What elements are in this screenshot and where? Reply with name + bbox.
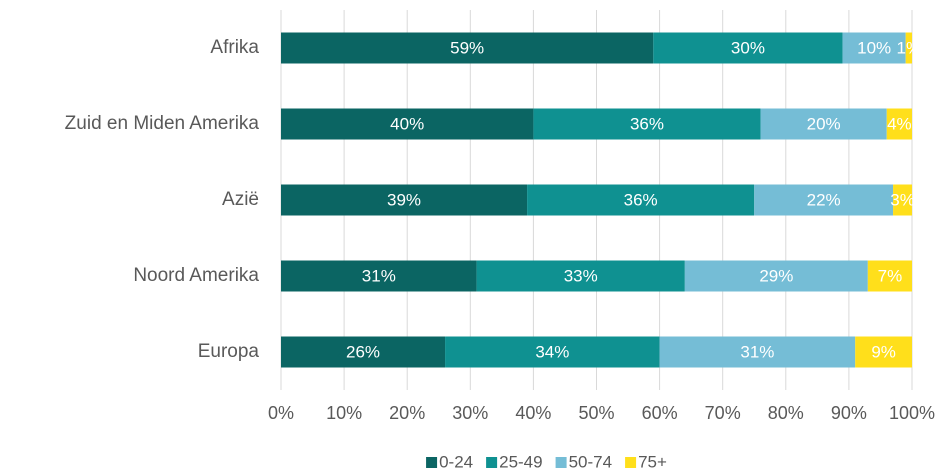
data-label: 36%: [630, 114, 664, 133]
data-label: 1%: [897, 38, 922, 57]
data-label: 40%: [390, 114, 424, 133]
bar-segment: [476, 260, 685, 292]
x-tick-label: 0%: [268, 403, 294, 423]
bar-segment: [533, 108, 761, 140]
legend-swatch: [625, 457, 637, 468]
bar-segment: [867, 260, 912, 292]
x-tick-label: 70%: [705, 403, 741, 423]
x-tick-label: 30%: [452, 403, 488, 423]
x-tick-label: 100%: [889, 403, 935, 423]
data-label: 31%: [362, 266, 396, 285]
data-label: 59%: [450, 38, 484, 57]
legend-swatch: [426, 457, 438, 468]
legend-swatch: [555, 457, 567, 468]
legend: 0-24 25-49 50-74 75+: [426, 452, 667, 471]
category-label: Afrika: [210, 37, 259, 58]
x-tick-label: 50%: [578, 403, 614, 423]
x-tick-label: 40%: [515, 403, 551, 423]
data-label: 7%: [878, 266, 903, 285]
legend-label: 25-49: [499, 452, 542, 471]
bar-segment: [754, 184, 894, 216]
legend-swatch: [486, 457, 498, 468]
bar-segment: [886, 108, 912, 140]
bar-segment: [893, 184, 912, 216]
category-label: Europa: [198, 341, 260, 362]
bar-segment: [281, 32, 654, 64]
bar-segment: [653, 32, 843, 64]
bar-segment: [281, 336, 446, 368]
category-label: Zuid en Miden Amerika: [65, 113, 260, 134]
data-label: 31%: [740, 342, 774, 361]
data-label: 33%: [564, 266, 598, 285]
bar-segment: [760, 108, 887, 140]
bar-segment: [281, 260, 477, 292]
bar-segment: [842, 32, 906, 64]
bar-segment: [684, 260, 868, 292]
data-label: 22%: [807, 190, 841, 209]
data-label: 26%: [346, 342, 380, 361]
data-label: 34%: [535, 342, 569, 361]
data-label: 29%: [759, 266, 793, 285]
legend-label: 75+: [638, 452, 667, 471]
bar-segment: [905, 32, 912, 64]
bar-segment: [281, 108, 534, 140]
x-tick-label: 10%: [326, 403, 362, 423]
category-label: Noord Amerika: [133, 265, 259, 286]
data-label: 3%: [890, 190, 915, 209]
data-label: 39%: [387, 190, 421, 209]
legend-label: 0-24: [439, 452, 473, 471]
data-label: 20%: [807, 114, 841, 133]
legend-label: 50-74: [569, 452, 612, 471]
bar-segment: [527, 184, 755, 216]
x-tick-label: 60%: [642, 403, 678, 423]
data-label: 30%: [731, 38, 765, 57]
data-label: 9%: [871, 342, 896, 361]
bar-segment: [281, 184, 528, 216]
data-label: 10%: [857, 38, 891, 57]
data-label: 36%: [624, 190, 658, 209]
bar-segment: [659, 336, 856, 368]
bar-segment: [855, 336, 912, 368]
x-tick-label: 20%: [389, 403, 425, 423]
x-tick-label: 90%: [831, 403, 867, 423]
bar-segment: [445, 336, 660, 368]
category-label: Azië: [222, 189, 259, 210]
x-tick-label: 80%: [768, 403, 804, 423]
data-label: 4%: [887, 114, 912, 133]
